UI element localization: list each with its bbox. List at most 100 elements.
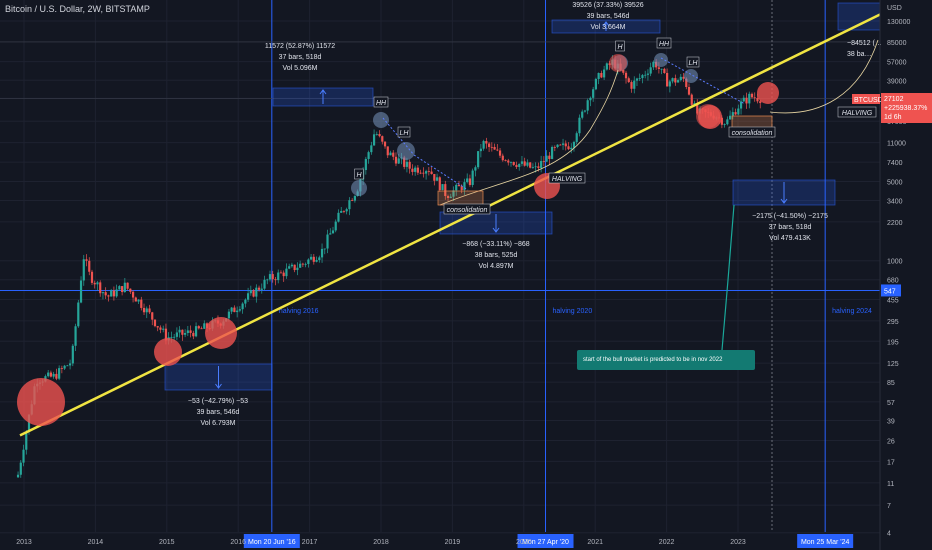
candle-body xyxy=(372,134,376,146)
pattern-label: HALVING xyxy=(552,176,583,183)
candle-body xyxy=(301,263,304,265)
candle-body xyxy=(581,111,584,118)
candle-body xyxy=(353,195,357,201)
candle-body xyxy=(227,311,231,319)
candle-body xyxy=(27,414,31,432)
candle-body xyxy=(561,143,565,145)
candle-body xyxy=(268,274,272,280)
price-axis-currency: USD xyxy=(887,5,902,12)
candle-body xyxy=(444,184,447,197)
pattern-label-bg xyxy=(548,172,586,184)
candle-body xyxy=(460,186,463,191)
candle-body xyxy=(435,177,439,181)
time-tick-label: 2018 xyxy=(373,539,389,546)
halving-label: halving 2024 xyxy=(832,308,872,315)
measure-text: 39 bars, 546d xyxy=(197,409,240,416)
candle-body xyxy=(644,74,647,76)
measure-arrow-head xyxy=(215,383,222,389)
pattern-circle xyxy=(397,142,415,160)
candle-body xyxy=(471,170,474,185)
candle-body xyxy=(252,290,255,297)
last-price-tag-bg xyxy=(881,93,932,123)
candle-body xyxy=(466,178,469,183)
touch-circle xyxy=(17,378,65,426)
candle-body xyxy=(47,372,50,377)
candle-body xyxy=(79,280,83,303)
candle-body xyxy=(337,212,340,222)
candle-body xyxy=(386,146,389,156)
candle-body xyxy=(646,73,650,75)
pattern-circle xyxy=(654,53,668,67)
guide-lines: halving 2016 Mon 20 Jun '16 halving 2020 Mo… xyxy=(0,0,901,548)
candle-body xyxy=(624,72,628,79)
candle-body xyxy=(99,282,102,294)
candle-body xyxy=(348,200,351,210)
candle-body xyxy=(236,310,239,313)
date-tag-text: Mon 27 Apr '20 xyxy=(522,539,569,546)
touch-circle xyxy=(154,338,182,366)
candle-body xyxy=(567,146,570,150)
measure-arrow-head xyxy=(602,21,610,27)
measure-arrow-head xyxy=(492,227,500,233)
date-tag-text: Mon 25 Mar '24 xyxy=(801,539,850,546)
candle-body xyxy=(477,151,480,168)
candle-body xyxy=(603,69,606,78)
candle-body xyxy=(564,143,567,147)
candle-body xyxy=(77,302,80,327)
candle-body xyxy=(334,221,337,231)
candle-body xyxy=(134,297,137,302)
candle-body xyxy=(148,308,151,313)
projection-curve xyxy=(439,69,619,206)
candle-body xyxy=(156,326,159,328)
pattern-label: H xyxy=(617,44,623,51)
candle-body xyxy=(660,68,663,70)
candle-body xyxy=(479,148,482,152)
pattern-label-bg xyxy=(373,96,389,108)
candle-body xyxy=(85,259,88,261)
candle-body xyxy=(397,158,400,164)
candle-body xyxy=(759,101,762,103)
candle-body xyxy=(140,299,143,308)
candle-body xyxy=(731,112,734,116)
candle-body xyxy=(515,164,518,168)
candle-body xyxy=(304,263,307,265)
measure-arrow-head xyxy=(780,198,788,204)
candle-body xyxy=(107,295,110,297)
pattern-label: HH xyxy=(376,100,387,107)
candle-body xyxy=(559,144,562,146)
candle-body xyxy=(137,299,140,302)
candle-body xyxy=(266,279,269,281)
candle-body xyxy=(414,167,417,172)
measure-text: −2175 (−41.50%) −2175 xyxy=(752,213,828,220)
candle-body xyxy=(748,93,751,104)
pattern-label-bg xyxy=(837,106,877,118)
candle-body xyxy=(556,144,559,148)
candle-body xyxy=(263,279,266,289)
measure-text: Vol 5.096M xyxy=(282,65,317,72)
candle-body xyxy=(485,141,488,144)
candle-body xyxy=(600,72,603,78)
candle-body xyxy=(60,368,63,369)
candle-body xyxy=(728,115,732,120)
candle-body xyxy=(299,263,302,268)
candle-body xyxy=(383,141,387,147)
candle-body xyxy=(416,167,419,173)
candle-body xyxy=(200,328,203,330)
candle-body xyxy=(405,161,409,167)
candle-body xyxy=(16,474,20,478)
candle-body xyxy=(531,167,535,168)
candle-body xyxy=(184,333,187,335)
candle-body xyxy=(331,230,335,234)
candle-body xyxy=(90,271,94,283)
candle-body xyxy=(101,292,105,294)
halving-label: halving 2016 xyxy=(279,308,319,315)
chart-title: Bitcoin / U.S. Dollar, 2W, BITSTAMP xyxy=(5,4,150,14)
time-tick-label: 2017 xyxy=(302,539,318,546)
candle-body xyxy=(589,97,592,101)
candle-body xyxy=(427,171,430,172)
candle-body xyxy=(290,264,294,267)
candle-body xyxy=(66,365,69,367)
time-tick-label: 2013 xyxy=(16,539,32,546)
